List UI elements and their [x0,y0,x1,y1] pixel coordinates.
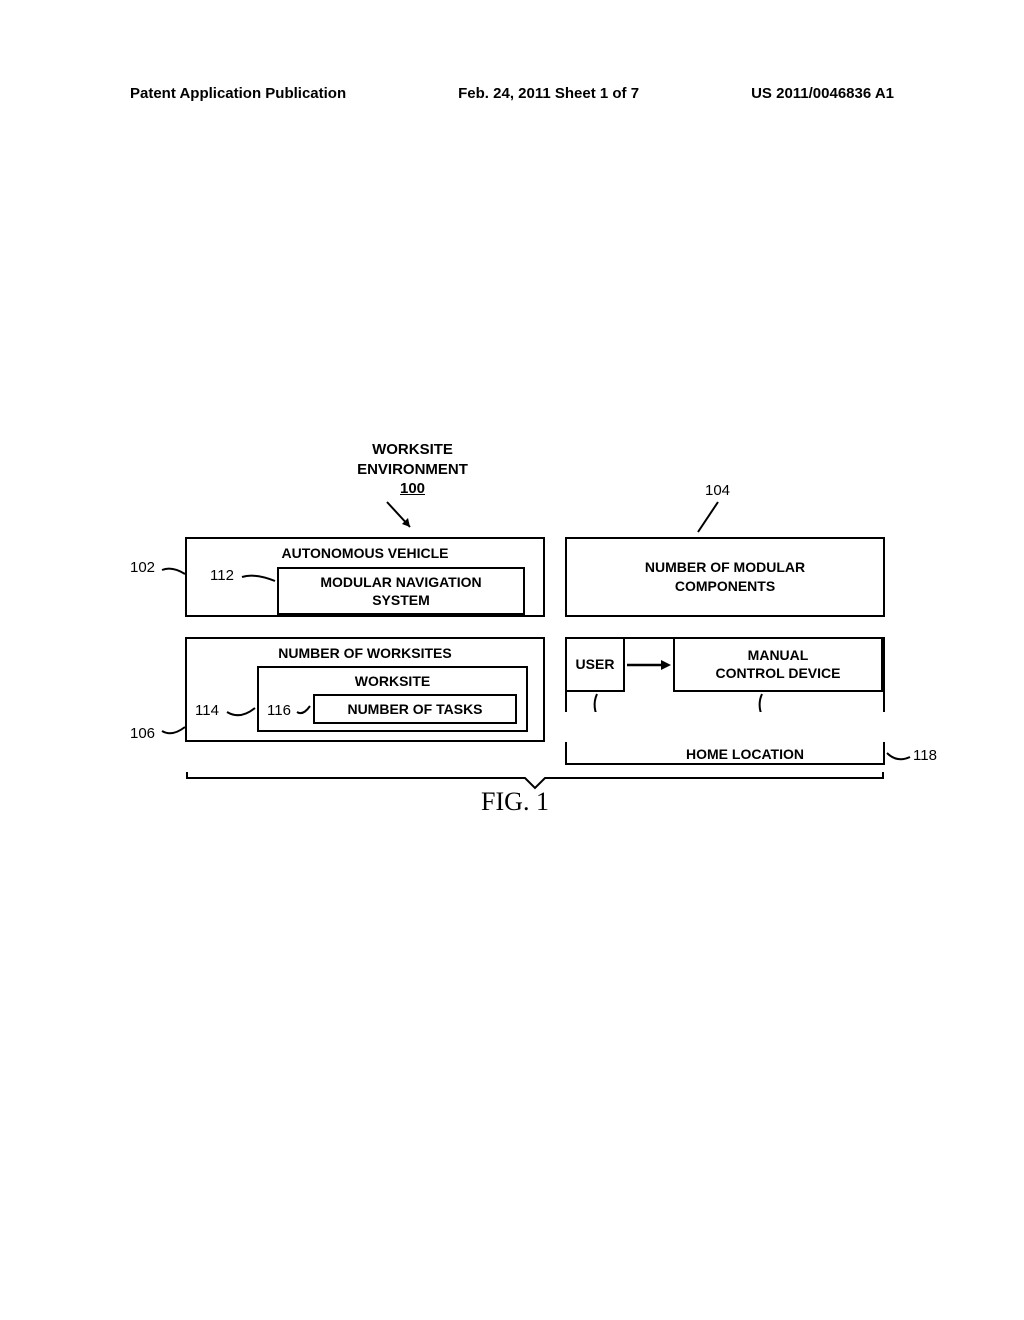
user-arrow [625,655,675,675]
ref-104: 104 [705,482,730,499]
worksite-box: WORKSITE NUMBER OF TASKS [257,666,528,732]
worksites-box: NUMBER OF WORKSITES WORKSITE NUMBER OF T… [185,637,545,742]
title-arrow [375,497,425,537]
page-header: Patent Application Publication Feb. 24, … [0,85,1024,102]
modular-nav-line1: MODULAR NAVIGATION [287,573,515,591]
leader-106 [160,719,190,739]
leader-118 [885,745,915,765]
figure-label: FIG. 1 [455,787,575,817]
tasks-label: NUMBER OF TASKS [323,700,507,718]
leader-104 [693,499,733,539]
leader-102 [160,562,190,582]
worksite-label: WORKSITE [263,672,522,690]
diagram-container: WORKSITE ENVIRONMENT 100 104 AUTONOMOUS … [125,440,900,807]
modular-components-box: NUMBER OF MODULAR COMPONENTS [565,537,885,617]
ref-106: 106 [130,725,155,742]
modular-components-line1: NUMBER OF MODULAR [567,558,883,576]
home-location-label: HOME LOCATION [645,745,845,763]
autonomous-vehicle-label: AUTONOMOUS VEHICLE [187,544,543,562]
title-line2: ENVIRONMENT [25,460,800,480]
leader-116 [295,702,315,720]
modular-navigation-box: MODULAR NAVIGATION SYSTEM [277,567,525,615]
manual-control-box: MANUAL CONTROL DEVICE [673,637,883,692]
ref-114: 114 [195,702,219,719]
header-date-sheet: Feb. 24, 2011 Sheet 1 of 7 [458,85,639,102]
ref-112: 112 [210,567,234,584]
leader-112 [240,569,280,589]
modular-nav-line2: SYSTEM [287,591,515,609]
manual-control-line1: MANUAL [675,646,881,664]
diagram-area: 104 AUTONOMOUS VEHICLE MODULAR NAVIGATIO… [125,507,900,807]
manual-control-line2: CONTROL DEVICE [675,664,881,682]
title-line1: WORKSITE [25,440,800,460]
tasks-box: NUMBER OF TASKS [313,694,517,724]
header-publication: Patent Application Publication [130,85,346,102]
ref-118: 118 [913,747,937,764]
user-label: USER [576,655,615,673]
ref-116: 116 [267,702,291,719]
leader-114 [225,702,260,722]
user-box: USER [565,637,625,692]
header-patent-number: US 2011/0046836 A1 [751,85,894,102]
ref-102: 102 [130,559,155,576]
modular-components-line2: COMPONENTS [567,577,883,595]
autonomous-vehicle-box: AUTONOMOUS VEHICLE MODULAR NAVIGATION SY… [185,537,545,617]
home-location-area [565,712,885,742]
worksites-label: NUMBER OF WORKSITES [187,644,543,662]
diagram-title: WORKSITE ENVIRONMENT 100 [25,440,800,499]
